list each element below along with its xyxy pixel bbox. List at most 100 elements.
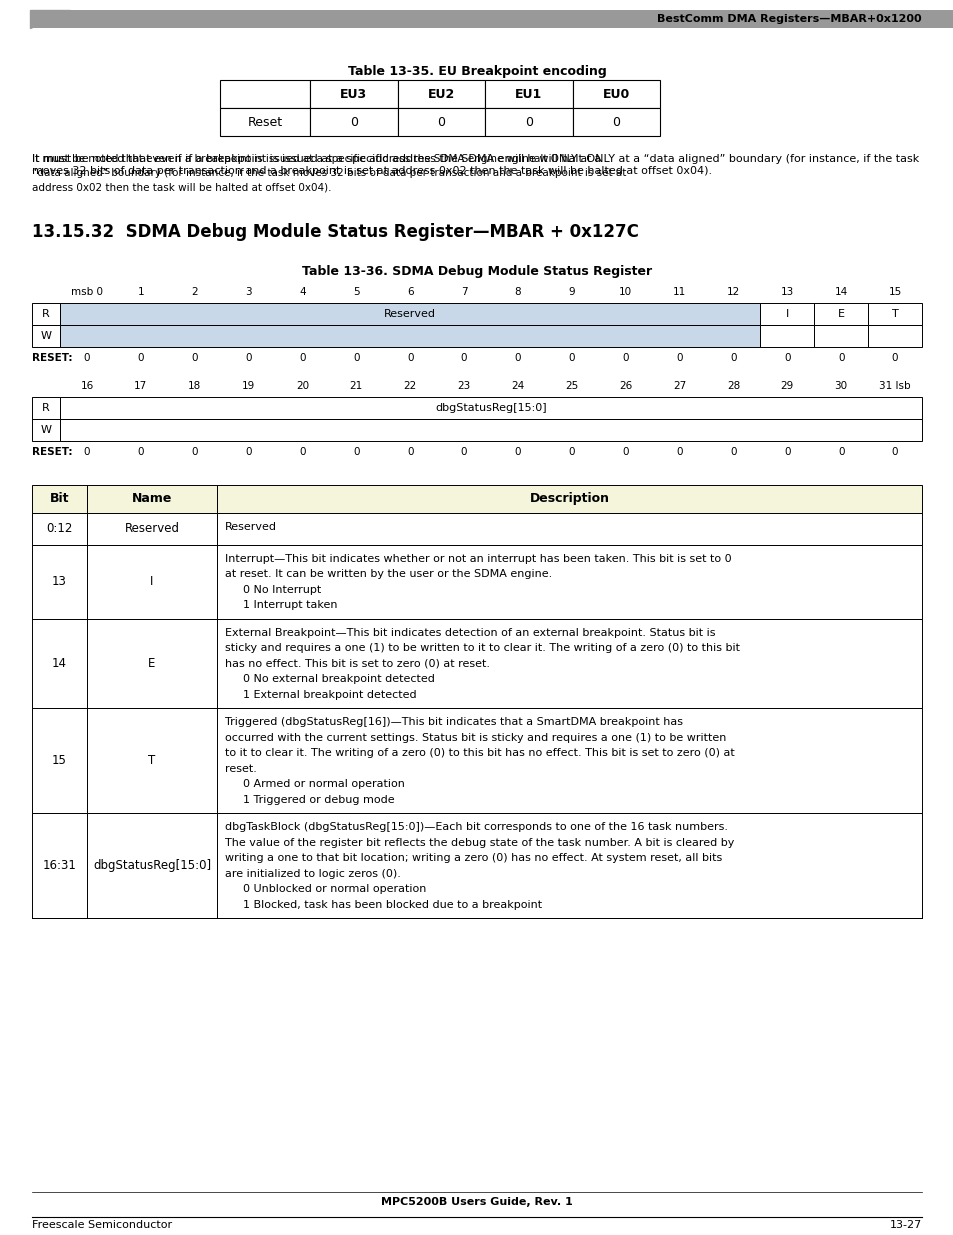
Text: R: R	[42, 403, 50, 412]
Text: 0: 0	[783, 447, 790, 457]
Text: 13.15.32  SDMA Debug Module Status Register—MBAR + 0x127C: 13.15.32 SDMA Debug Module Status Regist…	[32, 222, 639, 241]
Text: 3: 3	[245, 287, 252, 296]
Text: 0: 0	[729, 352, 736, 363]
Text: Reserved: Reserved	[125, 522, 179, 535]
Text: Table 13-36. SDMA Debug Module Status Register: Table 13-36. SDMA Debug Module Status Re…	[301, 264, 652, 278]
Text: 0: 0	[891, 447, 898, 457]
Bar	[867, 303, 921, 325]
Text: has no effect. This bit is set to zero (0) at reset.: has no effect. This bit is set to zero (…	[225, 658, 490, 668]
Text: 0: 0	[524, 116, 532, 128]
Text: 16:31: 16:31	[43, 860, 76, 872]
Text: reset.: reset.	[225, 763, 256, 773]
Text: 0: 0	[515, 447, 520, 457]
Bar	[60, 325, 760, 347]
Text: 0: 0	[84, 352, 91, 363]
Text: 15: 15	[887, 287, 901, 296]
Text: RESET:: RESET:	[32, 447, 72, 457]
Text: 0: 0	[837, 447, 843, 457]
Text: 0: 0	[612, 116, 619, 128]
Text: address 0x02 then the task will be halted at offset 0x04).: address 0x02 then the task will be halte…	[32, 183, 331, 193]
Text: 0 Unblocked or normal operation: 0 Unblocked or normal operation	[243, 884, 426, 894]
Text: 0: 0	[783, 352, 790, 363]
Text: 0: 0	[299, 352, 305, 363]
Text: 24: 24	[511, 380, 524, 390]
Text: 11: 11	[672, 287, 685, 296]
Text: sticky and requires a one (1) to be written to it to clear it. The writing of a : sticky and requires a one (1) to be writ…	[225, 643, 740, 653]
Bar	[397, 107, 484, 136]
Text: 0: 0	[245, 447, 252, 457]
Text: 0: 0	[245, 352, 252, 363]
Text: 23: 23	[456, 380, 470, 390]
Bar	[216, 619, 921, 708]
Text: 4: 4	[299, 287, 305, 296]
Text: msb 0: msb 0	[71, 287, 103, 296]
Text: EU3: EU3	[340, 88, 367, 100]
Text: It must be noted that even if a breakpoint is issued at a specific address the S: It must be noted that even if a breakpoi…	[32, 154, 919, 175]
Bar	[216, 813, 921, 918]
Bar	[310, 80, 397, 107]
Text: 18: 18	[188, 380, 201, 390]
Text: W: W	[40, 331, 51, 341]
Bar	[87, 619, 216, 708]
Text: External Breakpoint—This bit indicates detection of an external breakpoint. Stat: External Breakpoint—This bit indicates d…	[225, 627, 715, 637]
Text: 0: 0	[299, 447, 305, 457]
Text: EU1: EU1	[515, 88, 542, 100]
Text: 0: 0	[460, 447, 467, 457]
Text: 0: 0	[137, 352, 144, 363]
Bar	[216, 513, 921, 545]
Bar	[484, 107, 572, 136]
Text: Reset: Reset	[247, 116, 282, 128]
Text: E: E	[837, 309, 843, 319]
Bar	[32, 419, 60, 441]
Bar	[87, 484, 216, 513]
Text: Name: Name	[132, 492, 172, 505]
Text: Reserved: Reserved	[384, 309, 436, 319]
Text: 30: 30	[834, 380, 847, 390]
Text: 0 No Interrupt: 0 No Interrupt	[243, 584, 321, 594]
Text: Triggered (dbgStatusReg[16])—This bit indicates that a SmartDMA breakpoint has: Triggered (dbgStatusReg[16])—This bit in…	[225, 718, 682, 727]
Bar	[216, 708, 921, 813]
Text: 0: 0	[568, 447, 575, 457]
Text: T: T	[891, 309, 898, 319]
Text: 0: 0	[436, 116, 445, 128]
Bar	[32, 396, 60, 419]
Text: 13: 13	[52, 576, 67, 588]
Bar	[32, 484, 87, 513]
Bar	[867, 325, 921, 347]
Text: Bit: Bit	[50, 492, 70, 505]
Text: 0: 0	[676, 447, 682, 457]
Text: 0: 0	[407, 447, 413, 457]
Text: 31 lsb: 31 lsb	[879, 380, 910, 390]
Text: BestComm DMA Registers—MBAR+0x1200: BestComm DMA Registers—MBAR+0x1200	[657, 14, 921, 23]
Text: Description: Description	[529, 492, 609, 505]
Text: 9: 9	[568, 287, 575, 296]
Text: occurred with the current settings. Status bit is sticky and requires a one (1) : occurred with the current settings. Stat…	[225, 732, 725, 742]
Text: 17: 17	[134, 380, 148, 390]
Text: 1: 1	[137, 287, 144, 296]
Polygon shape	[30, 10, 70, 28]
Bar	[87, 708, 216, 813]
Bar	[484, 80, 572, 107]
Bar	[397, 80, 484, 107]
Text: 0: 0	[891, 352, 898, 363]
Bar	[572, 107, 659, 136]
Text: 0: 0	[353, 447, 359, 457]
Text: 13: 13	[780, 287, 793, 296]
Text: 20: 20	[295, 380, 309, 390]
Bar	[60, 303, 760, 325]
Text: 25: 25	[564, 380, 578, 390]
Text: 27: 27	[672, 380, 685, 390]
Bar	[32, 545, 87, 619]
Text: 5: 5	[353, 287, 359, 296]
Text: dbgStatusReg[15:0]: dbgStatusReg[15:0]	[92, 860, 211, 872]
Text: 0: 0	[568, 352, 575, 363]
Text: 0: 0	[353, 352, 359, 363]
Text: 14: 14	[52, 657, 67, 669]
Bar	[216, 545, 921, 619]
Bar	[60, 396, 921, 419]
Bar	[87, 513, 216, 545]
Text: T: T	[149, 755, 155, 767]
Text: E: E	[148, 657, 155, 669]
Text: 22: 22	[403, 380, 416, 390]
Text: It must be noted that even if a breakpoint is issued at a specific address the S: It must be noted that even if a breakpoi…	[32, 154, 600, 164]
